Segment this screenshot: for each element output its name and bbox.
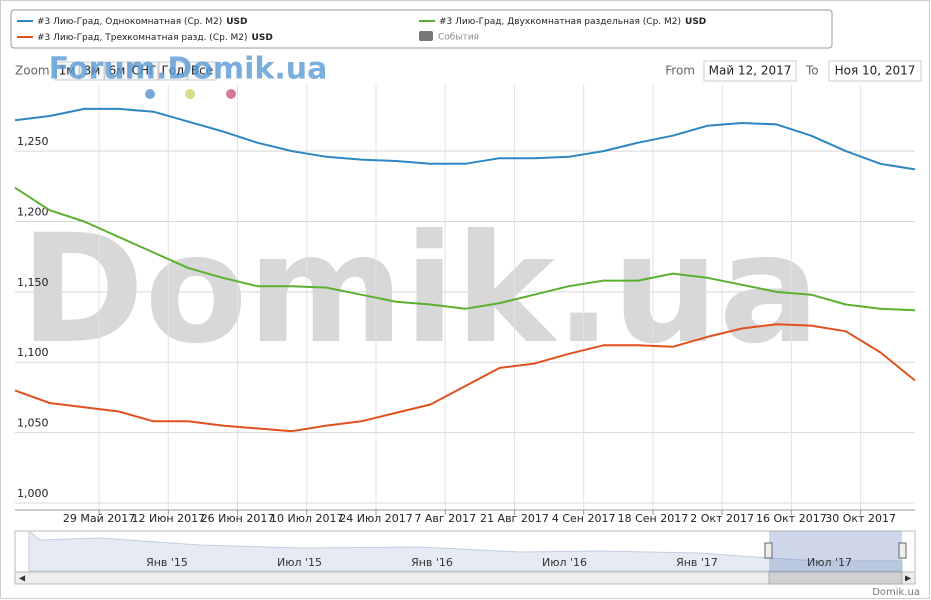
- zoom-button-label[interactable]: СНГ: [132, 64, 157, 78]
- zoom-button-label[interactable]: Год: [162, 64, 185, 78]
- navigator-handle[interactable]: [764, 542, 773, 559]
- legend-unit: USD: [252, 33, 273, 43]
- zoom-button-label[interactable]: 3м: [84, 64, 101, 78]
- to-value[interactable]: Ноя 10, 2017: [835, 64, 916, 78]
- from-label: From: [665, 64, 695, 78]
- zoom-button[interactable]: [129, 61, 159, 81]
- legend-unit: USD: [685, 17, 706, 27]
- x-tick-label: 18 Сен 2017: [618, 512, 689, 525]
- x-tick-label: 26 Июн 2017: [201, 512, 275, 525]
- y-tick-label: 1,050: [17, 417, 49, 430]
- navigator-labels: Янв '15 Июл '15 Янв '16 Июл '16 Янв '17 Июл '…: [146, 556, 852, 569]
- x-tick-label: 2 Окт 2017: [690, 512, 754, 525]
- x-tick-label: 4 Сен 2017: [552, 512, 616, 525]
- to-input[interactable]: [828, 60, 922, 82]
- legend-name: #3 Лию-Град, Двухкомнатная раздельная (С…: [439, 17, 681, 27]
- navigator-selection[interactable]: [769, 531, 902, 572]
- from-input[interactable]: [703, 60, 797, 82]
- navigator-label: Июл '15: [277, 556, 322, 569]
- legend-events[interactable]: События: [438, 33, 479, 43]
- legend-label[interactable]: #3 Лию-Град, Однокомнатная (Ср. М2) USD: [37, 17, 247, 27]
- zoom-button[interactable]: [158, 61, 188, 81]
- navigator-area: [28, 529, 903, 572]
- zoom-button-label[interactable]: Все: [191, 64, 213, 78]
- x-tick-label: 24 Июл 2017: [339, 512, 413, 525]
- event-marker[interactable]: [145, 89, 155, 99]
- zoom-button[interactable]: [79, 61, 105, 81]
- y-tick-label: 1,200: [17, 206, 49, 219]
- scroll-left[interactable]: ◀: [19, 574, 26, 583]
- event-marker[interactable]: [226, 89, 236, 99]
- series-line: [14, 107, 916, 171]
- zoom-label: Zoom: [15, 64, 50, 78]
- watermark-top: Forum.Domik.ua: [49, 52, 328, 87]
- navigator-label: Янв '17: [676, 556, 718, 569]
- legend-label[interactable]: #3 Лию-Град, Трехкомнатная разд. (Ср. М2…: [37, 33, 273, 43]
- x-tick-label: 7 Авг 2017: [414, 512, 476, 525]
- from-value[interactable]: Май 12, 2017: [709, 64, 792, 78]
- x-tick-label: 12 Июн 2017: [131, 512, 205, 525]
- watermark: Domik.ua: [20, 203, 820, 377]
- y-tick-label: 1,150: [17, 276, 49, 289]
- series-line: [14, 323, 916, 433]
- scrollbar-thumb[interactable]: [768, 571, 903, 585]
- navigator-handle[interactable]: [898, 542, 907, 559]
- navigator-label: Июл '16: [542, 556, 587, 569]
- to-label: To: [805, 64, 819, 78]
- y-tick-label: 1,000: [17, 487, 49, 500]
- x-tick-label: 16 Окт 2017: [756, 512, 827, 525]
- scrollbar[interactable]: [14, 571, 916, 585]
- events-icon: [419, 31, 433, 41]
- zoom-button[interactable]: [54, 61, 80, 81]
- legend-unit: USD: [226, 17, 247, 27]
- x-tick-label: 29 Май 2017: [63, 512, 135, 525]
- zoom-button-label[interactable]: 1м: [59, 64, 76, 78]
- series-line: [14, 186, 916, 312]
- y-tick-label: 1,100: [17, 346, 49, 359]
- navigator-label: Янв '16: [411, 556, 453, 569]
- legend: #3 Лию-Град, Однокомнатная (Ср. М2) USD #3…: [17, 17, 706, 43]
- x-tick-label: 30 Окт 2017: [825, 512, 896, 525]
- zoom-button-label[interactable]: 6м: [109, 64, 126, 78]
- x-tick-label: 10 Июл 2017: [270, 512, 344, 525]
- legend-name: #3 Лию-Град, Трехкомнатная разд. (Ср. М2…: [37, 33, 248, 43]
- plot-area: 1,000 1,050 1,100 1,150 1,200 1,250 29 Май 201…: [14, 85, 916, 525]
- event-marker[interactable]: [185, 89, 195, 99]
- navigator-label: Июл '17: [807, 556, 852, 569]
- zoom-button[interactable]: [187, 61, 217, 81]
- credit: Domik.ua: [872, 587, 920, 598]
- legend-label[interactable]: #3 Лию-Град, Двухкомнатная раздельная (С…: [439, 17, 706, 27]
- zoom-button[interactable]: [104, 61, 130, 81]
- navigator-label: Янв '15: [146, 556, 188, 569]
- legend-box: [10, 9, 833, 49]
- y-tick-label: 1,250: [17, 135, 49, 148]
- scroll-right[interactable]: ▶: [905, 574, 912, 583]
- zoom-buttons: 1м 3м 6м СНГ Год Все: [54, 61, 217, 81]
- legend-name: #3 Лию-Град, Однокомнатная (Ср. М2): [37, 17, 222, 27]
- x-tick-label: 21 Авг 2017: [480, 512, 549, 525]
